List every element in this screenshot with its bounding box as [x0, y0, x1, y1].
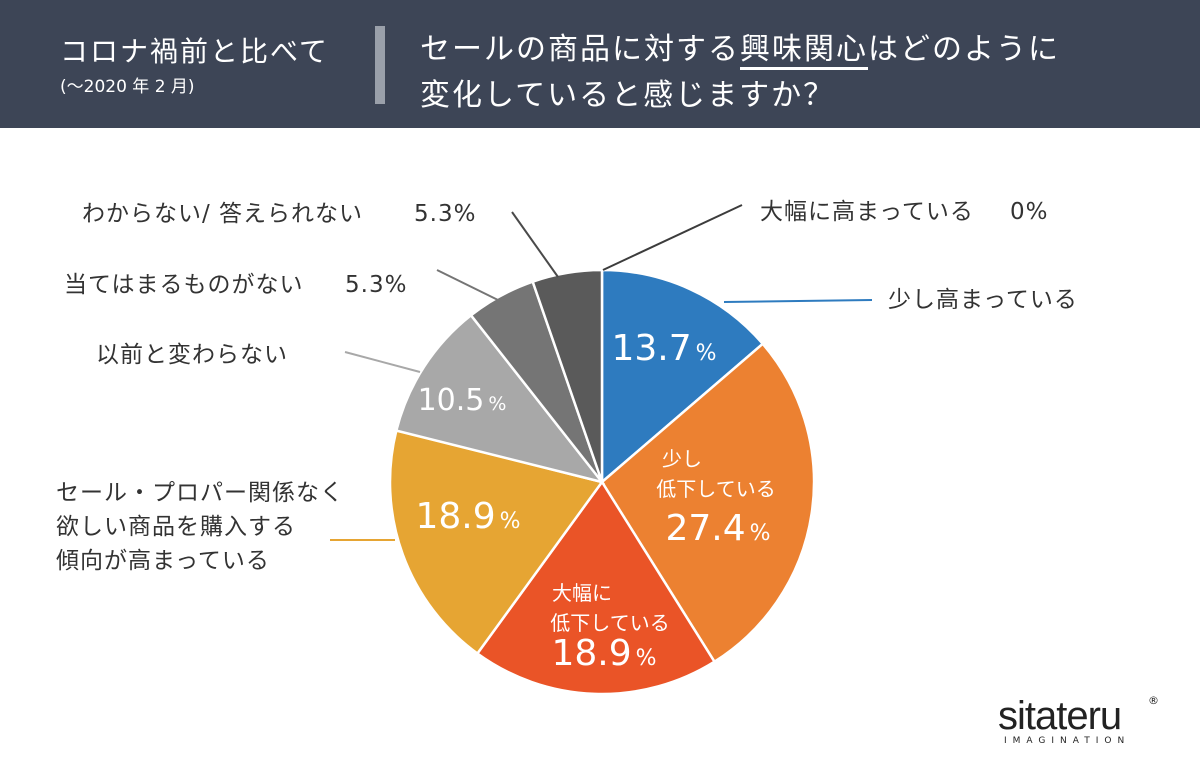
leader-line-0 — [723, 299, 873, 303]
pie-slice-3 — [388, 429, 605, 656]
slice-6-category-label: わからない/ 答えられない — [82, 201, 363, 227]
logo-registered-mark: ® — [1148, 694, 1159, 707]
slice-3-category-label-line-2: 傾向が高まっている — [56, 548, 270, 574]
slice-2-category-line-0: 大幅に — [552, 581, 612, 605]
slice-7-value-label: 0% — [1010, 199, 1049, 225]
question-line-1-emphasis: 興味関心 — [740, 32, 868, 70]
slice-1-category-line-0: 少し — [662, 447, 702, 471]
slice-2-value-number: 18.9 — [551, 633, 631, 674]
header-banner: コロナ禍前と比べて (〜2020 年 2 月) セールの商品に対する興味関心はど… — [0, 0, 1200, 128]
leader-line-5 — [436, 269, 499, 301]
slice-1-category-line-1: 低下している — [656, 477, 775, 501]
slice-5-category-label: 当てはまるものがない — [64, 272, 304, 298]
header-left-subtitle: (〜2020 年 2 月) — [60, 77, 195, 97]
slice-6-value-label: 5.3% — [414, 201, 476, 227]
slice-3-percent-sign: % — [500, 509, 521, 534]
pie-slice-1 — [600, 342, 816, 664]
pie-slice-4 — [394, 313, 606, 485]
pie-slice-6 — [531, 268, 604, 483]
slice-4-value-label: 10.5% — [418, 383, 507, 418]
pie-slice-2 — [475, 479, 717, 696]
slice-2-percent-sign: % — [636, 646, 657, 671]
slice-4-category-label: 以前と変わらない — [96, 342, 288, 368]
slice-3-value-number: 18.9 — [415, 496, 495, 537]
slice-1-value-label: 27.4% — [665, 508, 770, 549]
sitateru-logo: sitateru ® IMAGINATION — [998, 694, 1168, 750]
logo-wordmark: sitateru — [998, 694, 1122, 738]
slice-3-category-label-line-0: セール・プロパー関係なく — [56, 480, 344, 506]
question-line-1-pre: セールの商品に対する — [420, 32, 740, 67]
slice-4-value-number: 10.5 — [418, 383, 485, 418]
slice-0-percent-sign: % — [696, 341, 717, 366]
slice-5-value-label: 5.3% — [345, 272, 407, 298]
question-line-2: 変化していると感じますか？ — [420, 78, 836, 113]
slice-3-value-label: 18.9% — [415, 496, 520, 537]
header-divider — [375, 26, 385, 104]
slice-0-value-number: 13.7 — [611, 328, 691, 369]
question-line-1: セールの商品に対する興味関心はどのように — [420, 24, 1060, 70]
slice-1-percent-sign: % — [750, 521, 771, 546]
question-line-1-post: はどのように — [868, 32, 1060, 67]
slice-0-category-label: 少し高まっている — [888, 287, 1078, 313]
header-left-title: コロナ禍前と比べて — [60, 35, 329, 68]
slice-2-value-label: 18.9% — [551, 633, 656, 674]
leader-line-6 — [511, 211, 559, 278]
slice-3-category-label-line-1: 欲しい商品を購入する — [56, 514, 296, 540]
slice-1-value-number: 27.4 — [665, 508, 745, 549]
leader-line-4 — [344, 351, 421, 373]
leader-line-7 — [602, 204, 743, 271]
slice-7-category-label: 大幅に高まっている — [760, 199, 974, 225]
slice-2-category-line-1: 低下している — [550, 611, 669, 635]
logo-tagline: IMAGINATION — [1004, 736, 1131, 746]
pie-slice-0 — [600, 268, 765, 485]
slice-0-value-label: 13.7% — [611, 328, 716, 369]
slice-4-percent-sign: % — [488, 393, 506, 415]
